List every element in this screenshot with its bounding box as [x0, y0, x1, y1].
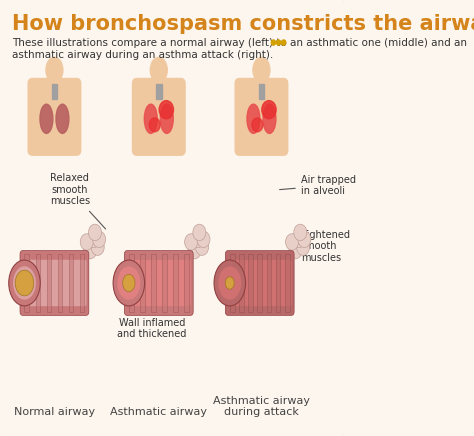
Ellipse shape [160, 104, 173, 133]
Bar [80, 254, 84, 312]
Bar [276, 254, 281, 312]
Circle shape [91, 239, 104, 255]
Bar [257, 254, 262, 312]
FancyBboxPatch shape [228, 260, 292, 306]
Text: How bronchospasm constricts the airway: How bronchospasm constricts the airway [12, 14, 474, 34]
Bar [285, 254, 290, 312]
Bar [155, 76, 162, 89]
Text: Wall inflamed
and thickened: Wall inflamed and thickened [117, 270, 187, 339]
Ellipse shape [13, 266, 36, 300]
FancyBboxPatch shape [0, 0, 345, 436]
Bar [57, 254, 62, 312]
Ellipse shape [219, 266, 241, 300]
FancyBboxPatch shape [124, 251, 193, 315]
Bar [248, 254, 253, 312]
Ellipse shape [15, 270, 34, 296]
Bar [266, 254, 271, 312]
Bar [69, 254, 73, 312]
Circle shape [84, 242, 97, 259]
Circle shape [185, 234, 198, 250]
Circle shape [196, 239, 209, 255]
Bar [46, 254, 51, 312]
Text: Air trapped
in alveoli: Air trapped in alveoli [280, 175, 356, 196]
Bar [259, 84, 264, 99]
Bar [36, 254, 40, 312]
Circle shape [292, 231, 305, 248]
Ellipse shape [113, 260, 145, 306]
FancyBboxPatch shape [127, 260, 191, 306]
Ellipse shape [123, 274, 135, 292]
Circle shape [297, 239, 310, 255]
Ellipse shape [225, 277, 234, 289]
Circle shape [159, 101, 173, 119]
Ellipse shape [247, 104, 260, 133]
Text: Asthmatic airway
during attack: Asthmatic airway during attack [213, 396, 310, 417]
Circle shape [262, 101, 276, 119]
Bar [173, 254, 178, 312]
Circle shape [272, 40, 275, 45]
Circle shape [298, 231, 311, 248]
Circle shape [188, 242, 201, 259]
Ellipse shape [214, 260, 246, 306]
Ellipse shape [253, 58, 270, 83]
Ellipse shape [118, 266, 140, 300]
Bar [156, 84, 162, 99]
FancyBboxPatch shape [22, 260, 86, 306]
Bar [151, 254, 155, 312]
Ellipse shape [263, 104, 276, 133]
Circle shape [294, 224, 307, 241]
FancyBboxPatch shape [225, 251, 294, 315]
FancyBboxPatch shape [20, 251, 89, 315]
Ellipse shape [150, 58, 167, 83]
Bar [25, 254, 29, 312]
Circle shape [289, 242, 302, 259]
Circle shape [87, 231, 100, 248]
Bar [51, 76, 58, 89]
Bar [239, 254, 244, 312]
Bar [162, 254, 167, 312]
Circle shape [191, 231, 204, 248]
Circle shape [149, 118, 160, 132]
FancyBboxPatch shape [133, 78, 185, 155]
Circle shape [92, 231, 106, 248]
Ellipse shape [40, 104, 53, 133]
FancyBboxPatch shape [28, 78, 81, 155]
Ellipse shape [46, 58, 63, 83]
Circle shape [252, 118, 263, 132]
Bar [230, 254, 235, 312]
Text: Tightened
smooth
muscles: Tightened smooth muscles [293, 230, 350, 263]
Circle shape [282, 40, 286, 45]
Text: Asthmatic airway: Asthmatic airway [110, 407, 207, 417]
Ellipse shape [56, 104, 69, 133]
Circle shape [89, 224, 101, 241]
Circle shape [193, 224, 206, 241]
Bar [258, 76, 265, 89]
Ellipse shape [9, 260, 40, 306]
Bar [184, 254, 189, 312]
Text: Relaxed
smooth
muscles: Relaxed smooth muscles [50, 173, 106, 229]
Circle shape [276, 40, 281, 45]
Text: These illustrations compare a normal airway (left) to an asthmatic one (middle) : These illustrations compare a normal air… [12, 38, 467, 60]
Circle shape [197, 231, 210, 248]
Circle shape [80, 234, 93, 250]
Bar [129, 254, 134, 312]
FancyBboxPatch shape [235, 78, 288, 155]
Circle shape [285, 234, 299, 250]
Bar [140, 254, 145, 312]
Ellipse shape [144, 104, 157, 133]
Text: Normal airway: Normal airway [14, 407, 95, 417]
Bar [52, 84, 57, 99]
